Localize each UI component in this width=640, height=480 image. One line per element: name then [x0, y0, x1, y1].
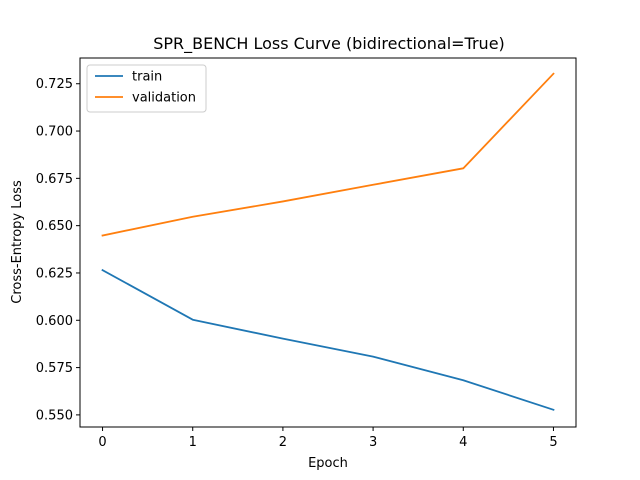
- y-tick-label: 0.700: [36, 125, 73, 140]
- y-tick-label: 0.600: [36, 314, 73, 329]
- x-tick-label: 1: [189, 435, 197, 450]
- legend-label-train: train: [132, 70, 162, 85]
- x-axis: 0 1 2 3 4 5: [98, 427, 558, 450]
- x-axis-label: Epoch: [308, 456, 348, 471]
- x-tick-label: 4: [459, 435, 467, 450]
- y-axis: 0.550 0.575 0.600 0.625 0.650 0.675 0.700 0.725: [36, 77, 80, 423]
- plot-lines: [101, 72, 555, 411]
- x-tick-label: 3: [369, 435, 377, 450]
- y-tick-label: 0.550: [36, 408, 73, 423]
- y-tick-label: 0.725: [36, 77, 73, 92]
- y-axis-label: Cross-Entropy Loss: [10, 180, 25, 304]
- plot-frame: [79, 57, 577, 428]
- x-tick-label: 0: [98, 435, 106, 450]
- x-tick-label: 2: [279, 435, 287, 450]
- legend: train validation: [86, 64, 207, 113]
- y-tick-label: 0.625: [36, 266, 73, 281]
- y-tick-label: 0.650: [36, 219, 73, 234]
- chart-title: SPR_BENCH Loss Curve (bidirectional=True…: [153, 34, 505, 54]
- y-tick-label: 0.575: [36, 361, 73, 376]
- series-line-train: [101, 268, 555, 411]
- y-tick-label: 0.675: [36, 172, 73, 187]
- x-tick-label: 5: [549, 435, 557, 450]
- series-line-validation: [101, 72, 555, 237]
- legend-label-validation: validation: [132, 91, 196, 106]
